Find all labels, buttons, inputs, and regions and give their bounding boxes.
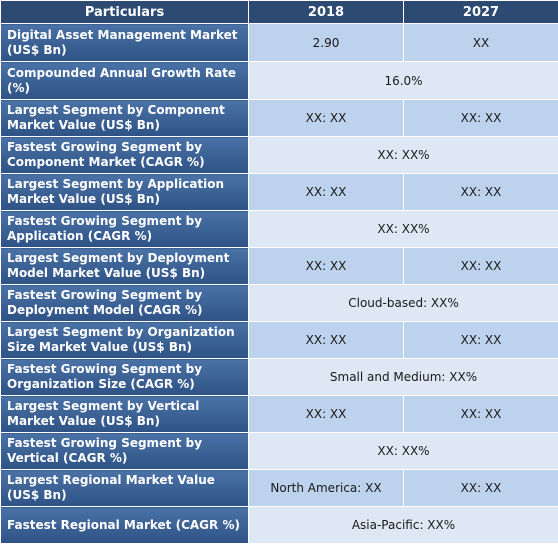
- row-label: Largest Segment by Organization Size Mar…: [1, 322, 249, 359]
- value-2027: XX: XX: [404, 100, 558, 137]
- value-2027: XX: XX: [404, 174, 558, 211]
- value-2027: XX: XX: [404, 248, 558, 285]
- row-label: Largest Segment by Component Market Valu…: [1, 100, 249, 137]
- row-label: Fastest Growing Segment by Component Mar…: [1, 137, 249, 174]
- row-label: Largest Segment by Vertical Market Value…: [1, 396, 249, 433]
- value-2018: XX: XX: [249, 322, 404, 359]
- table-row: Largest Regional Market Value (US$ Bn) N…: [1, 470, 558, 507]
- table-row: Digital Asset Management Market (US$ Bn)…: [1, 24, 558, 62]
- merged-value: Cloud-based: XX%: [249, 285, 558, 322]
- table-row: Fastest Growing Segment by Organization …: [1, 359, 558, 396]
- table-row: Largest Segment by Application Market Va…: [1, 174, 558, 211]
- header-particulars: Particulars: [1, 1, 249, 24]
- row-label: Digital Asset Management Market (US$ Bn): [1, 24, 249, 62]
- table-row: Largest Segment by Component Market Valu…: [1, 100, 558, 137]
- value-2018: XX: XX: [249, 248, 404, 285]
- table-row: Largest Segment by Organization Size Mar…: [1, 322, 558, 359]
- merged-value: Small and Medium: XX%: [249, 359, 558, 396]
- value-2027: XX: XX: [404, 470, 558, 507]
- header-2027: 2027: [404, 1, 558, 24]
- row-label: Largest Regional Market Value (US$ Bn): [1, 470, 249, 507]
- table-row: Fastest Growing Segment by Vertical (CAG…: [1, 433, 558, 470]
- row-label: Fastest Growing Segment by Application (…: [1, 211, 249, 248]
- table-row: Fastest Growing Segment by Application (…: [1, 211, 558, 248]
- merged-value: XX: XX%: [249, 211, 558, 248]
- table-row: Largest Segment by Deployment Model Mark…: [1, 248, 558, 285]
- value-2018: 2.90: [249, 24, 404, 62]
- value-2018: XX: XX: [249, 396, 404, 433]
- table-row: Fastest Growing Segment by Component Mar…: [1, 137, 558, 174]
- table-row: Largest Segment by Vertical Market Value…: [1, 396, 558, 433]
- row-label: Fastest Regional Market (CAGR %): [1, 507, 249, 544]
- row-label: Largest Segment by Application Market Va…: [1, 174, 249, 211]
- merged-value: 16.0%: [249, 62, 558, 100]
- table-row: Fastest Growing Segment by Deployment Mo…: [1, 285, 558, 322]
- table-row: Fastest Regional Market (CAGR %) Asia-Pa…: [1, 507, 558, 544]
- table-row: Compounded Annual Growth Rate (%) 16.0%: [1, 62, 558, 100]
- value-2027: XX: XX: [404, 396, 558, 433]
- row-label: Largest Segment by Deployment Model Mark…: [1, 248, 249, 285]
- header-2018: 2018: [249, 1, 404, 24]
- merged-value: XX: XX%: [249, 433, 558, 470]
- value-2018: XX: XX: [249, 174, 404, 211]
- row-label: Compounded Annual Growth Rate (%): [1, 62, 249, 100]
- value-2018: North America: XX: [249, 470, 404, 507]
- header-row: Particulars 2018 2027: [1, 1, 558, 24]
- merged-value: Asia-Pacific: XX%: [249, 507, 558, 544]
- row-label: Fastest Growing Segment by Organization …: [1, 359, 249, 396]
- row-label: Fastest Growing Segment by Vertical (CAG…: [1, 433, 249, 470]
- value-2018: XX: XX: [249, 100, 404, 137]
- merged-value: XX: XX%: [249, 137, 558, 174]
- value-2027: XX: [404, 24, 558, 62]
- row-label: Fastest Growing Segment by Deployment Mo…: [1, 285, 249, 322]
- value-2027: XX: XX: [404, 322, 558, 359]
